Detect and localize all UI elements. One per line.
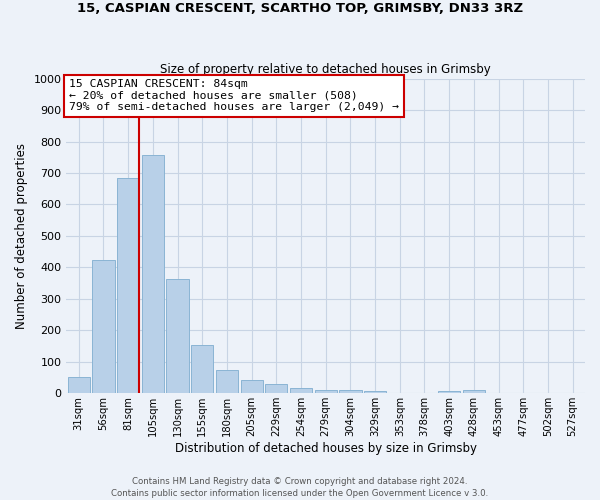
Y-axis label: Number of detached properties: Number of detached properties (15, 143, 28, 329)
Bar (438, 391, 460, 394)
Text: Contains HM Land Registry data © Crown copyright and database right 2024.
Contai: Contains HM Land Registry data © Crown c… (112, 476, 488, 498)
Bar (364, 391, 386, 394)
Bar (314, 390, 337, 394)
Bar (241, 380, 263, 394)
Bar (68, 377, 90, 394)
Bar (191, 345, 214, 394)
Bar (339, 390, 362, 394)
Bar (92, 260, 115, 394)
X-axis label: Distribution of detached houses by size in Grimsby: Distribution of detached houses by size … (175, 442, 477, 455)
Bar (216, 370, 238, 394)
Bar (265, 384, 287, 394)
Bar (290, 388, 312, 394)
Bar (117, 178, 139, 394)
Bar (166, 280, 188, 394)
Title: Size of property relative to detached houses in Grimsby: Size of property relative to detached ho… (160, 63, 491, 76)
Text: 15, CASPIAN CRESCENT, SCARTHO TOP, GRIMSBY, DN33 3RZ: 15, CASPIAN CRESCENT, SCARTHO TOP, GRIMS… (77, 2, 523, 16)
Text: 15 CASPIAN CRESCENT: 84sqm
← 20% of detached houses are smaller (508)
79% of sem: 15 CASPIAN CRESCENT: 84sqm ← 20% of deta… (69, 79, 399, 112)
Bar (463, 390, 485, 394)
Bar (142, 155, 164, 394)
